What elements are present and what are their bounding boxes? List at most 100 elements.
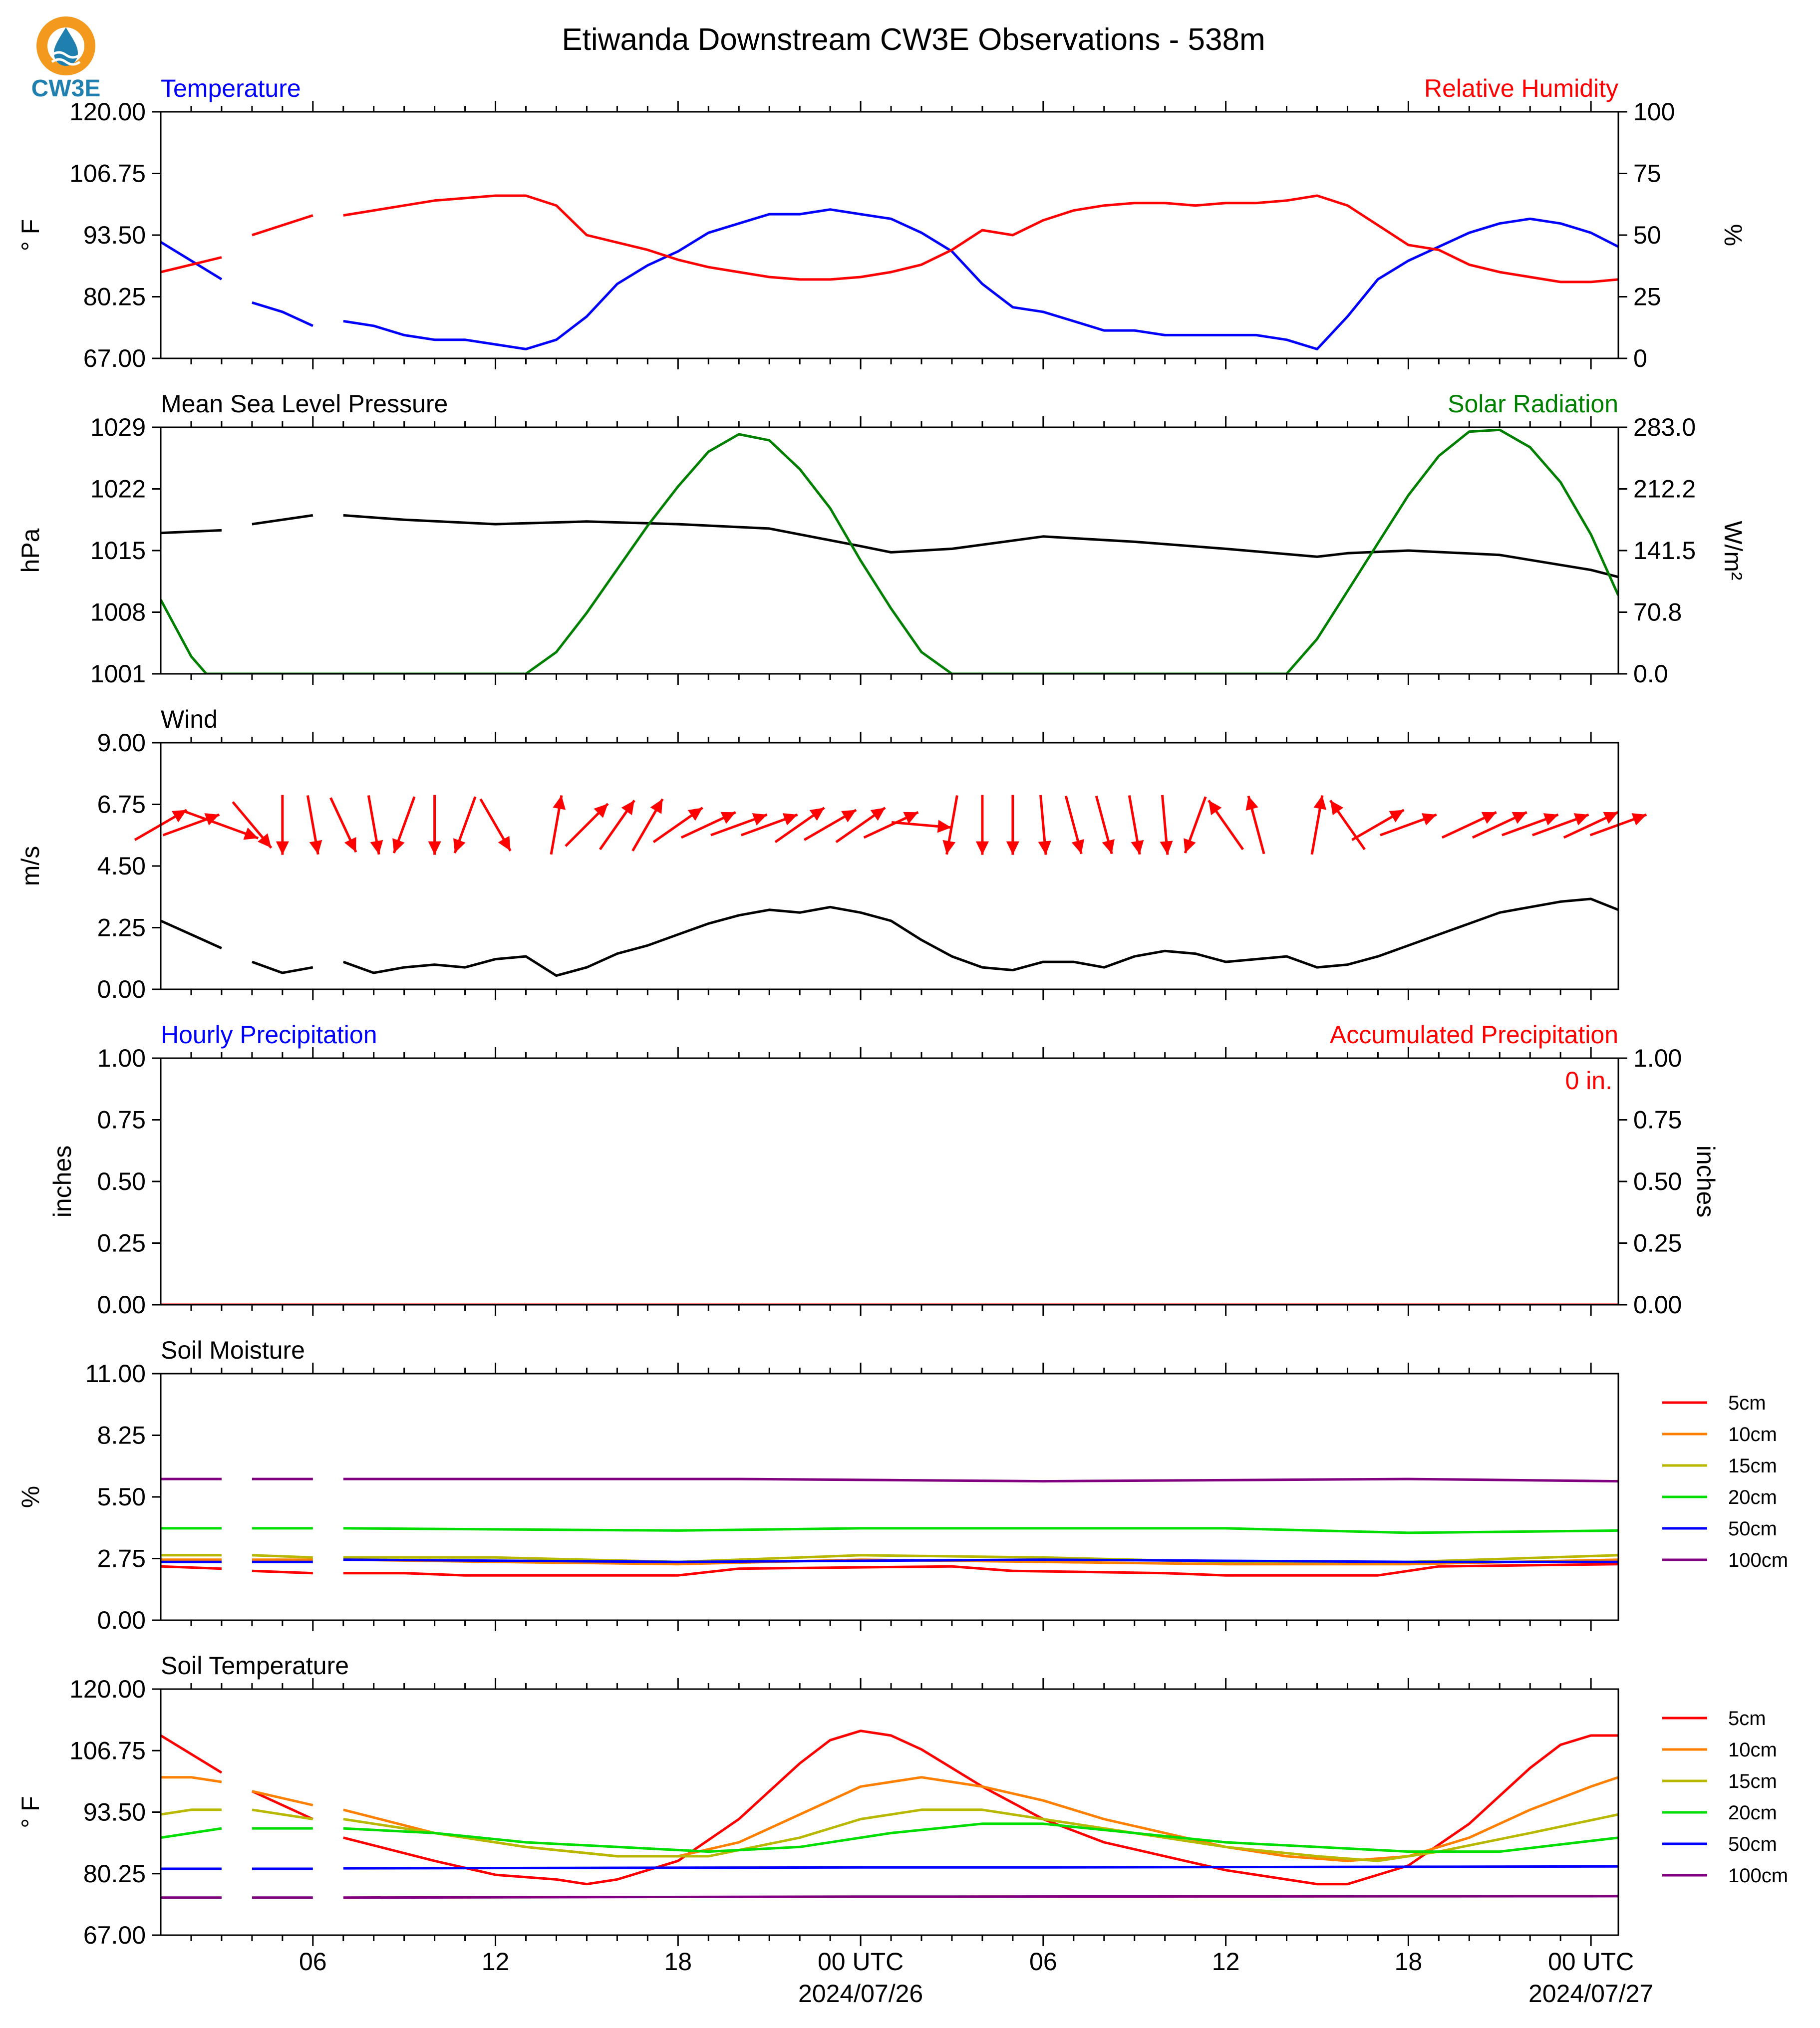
wind-vector: [1208, 800, 1244, 851]
wind-vector: [740, 813, 798, 837]
y-tick-label: 80.25: [83, 283, 146, 311]
series-line-100cm: [161, 1477, 1618, 1483]
y-tick-label: 1029: [90, 413, 146, 441]
y-tick-label: 93.50: [83, 1798, 146, 1826]
y2-tick-label: 0.00: [1633, 1291, 1682, 1319]
y2-axis-label: %: [1719, 224, 1747, 246]
wind-vector: [1160, 795, 1173, 855]
y2-tick-label: 0.50: [1633, 1167, 1682, 1195]
y-axis-label: ° F: [16, 219, 44, 251]
x-tick-label: 06: [1029, 1948, 1057, 1976]
y-tick-label: 1008: [90, 598, 146, 626]
x-tick-label: 00 UTC: [1548, 1948, 1634, 1976]
wind-vector: [453, 796, 477, 854]
y2-tick-label: 50: [1633, 221, 1661, 249]
y2-axis-label: W/m²: [1719, 521, 1747, 580]
x-tick-label: 06: [299, 1948, 327, 1976]
cw3e-logo: CW3E: [31, 16, 100, 102]
panel-right-title: Accumulated Precipitation: [1330, 1021, 1618, 1049]
wind-vector: [1184, 796, 1207, 854]
series-line-50cm: [161, 1558, 1618, 1563]
y-tick-label: 67.00: [83, 1921, 146, 1949]
series-line-20cm: [161, 1822, 1618, 1853]
y2-tick-label: 141.5: [1633, 537, 1696, 565]
wind-vector: [803, 809, 857, 841]
wind-vector: [1563, 811, 1619, 839]
legend-label: 50cm: [1728, 1833, 1777, 1855]
x-date-label: 2024/07/27: [1528, 1980, 1653, 2008]
wind-vector: [1064, 796, 1084, 855]
y-tick-label: 80.25: [83, 1860, 146, 1888]
y-tick-label: 4.50: [97, 852, 146, 880]
y-axis-label: hPa: [16, 528, 44, 573]
series-line-mean-sea-level-pressure: [161, 514, 1618, 579]
y-tick-label: 0.50: [97, 1167, 146, 1195]
wind-vector: [428, 795, 441, 855]
y2-tick-label: 0.0: [1633, 660, 1668, 688]
y2-tick-label: 0.25: [1633, 1229, 1682, 1257]
wind-vector: [863, 811, 919, 839]
wind-vector: [1441, 811, 1497, 839]
y-tick-label: 2.25: [97, 914, 146, 942]
y-tick-label: 0.00: [97, 1291, 146, 1319]
y-tick-label: 120.00: [69, 1675, 146, 1703]
wind-vector: [392, 796, 416, 854]
y-axis-label: m/s: [16, 846, 44, 886]
y2-tick-label: 212.2: [1633, 475, 1696, 503]
wind-vector: [367, 795, 383, 855]
y-tick-label: 0.75: [97, 1106, 146, 1134]
legend-label: 15cm: [1728, 1770, 1777, 1792]
x-axis: 06 12 18 00 UTC 06 12 18 00 UTC 2024/07/26 2024/0…: [299, 1948, 1653, 2008]
wind-vector: [631, 798, 664, 852]
series-line-20cm: [161, 1527, 1618, 1534]
x-tick-label: 00 UTC: [818, 1948, 904, 1976]
panel-3: 0.00 2.25 4.50 6.75 9.00 m/s Wind: [16, 705, 1647, 1003]
y2-tick-label: 1.00: [1633, 1044, 1682, 1072]
plot-frame: [160, 426, 1619, 675]
panel-5: 0.00 2.75 5.50 8.25 11.00% Soil Moisture 5cm 10…: [16, 1336, 1788, 1634]
wind-vector: [652, 807, 703, 844]
y-tick-label: 2.75: [97, 1545, 146, 1573]
wind-vector: [162, 813, 220, 837]
y2-tick-label: 70.8: [1633, 598, 1682, 626]
panel-right-title: Relative Humidity: [1424, 74, 1618, 102]
y-tick-label: 1015: [90, 537, 146, 565]
y-tick-label: 1022: [90, 475, 146, 503]
legend: 5cm 10cm 15cm 20cm 50cm 100cm: [1662, 1708, 1788, 1887]
legend-label: 50cm: [1728, 1518, 1777, 1540]
y-tick-label: 6.75: [97, 791, 146, 819]
wind-vector: [565, 803, 609, 847]
y-tick-label: 120.00: [69, 98, 146, 126]
y-tick-label: 1.00: [97, 1044, 146, 1072]
chart-title: Etiwanda Downstream CW3E Observations - …: [562, 22, 1265, 57]
y-tick-label: 106.75: [69, 160, 146, 188]
panel-6: 67.00 80.25 93.50 106.75 120.00 ° F Soil Tempe…: [16, 1652, 1788, 1949]
y-tick-label: 0.00: [97, 975, 146, 1003]
panel-left-title: Soil Temperature: [161, 1652, 349, 1680]
legend-label: 15cm: [1728, 1455, 1777, 1477]
panel-left-title: Soil Moisture: [161, 1336, 305, 1364]
wind-vector: [1351, 809, 1405, 841]
y-axis-label: inches: [48, 1146, 76, 1218]
x-tick-label: 12: [482, 1948, 510, 1976]
wind-vector: [1095, 796, 1115, 855]
series-line-15cm: [161, 1808, 1618, 1862]
series-line-relative-humidity: [161, 194, 1618, 284]
wind-vector: [1038, 795, 1051, 855]
plot-frame: [160, 742, 1619, 990]
series-line-5cm: [161, 1563, 1618, 1577]
y2-tick-label: 100: [1633, 98, 1675, 126]
panel-1: 67.00 80.25 93.50 106.75 120.00 0 25 50 75 100 ° F…: [16, 74, 1747, 372]
y2-tick-label: 75: [1633, 160, 1661, 188]
y2-tick-label: 0: [1633, 344, 1647, 372]
plot-frame: [160, 111, 1619, 359]
wind-vector: [276, 795, 289, 855]
plot-frame: [160, 1373, 1619, 1621]
x-tick-label: 18: [664, 1948, 692, 1976]
y-tick-label: 0.25: [97, 1229, 146, 1257]
wind-vector: [975, 795, 989, 855]
legend-label: 5cm: [1728, 1392, 1766, 1414]
wind-vector: [835, 807, 886, 844]
